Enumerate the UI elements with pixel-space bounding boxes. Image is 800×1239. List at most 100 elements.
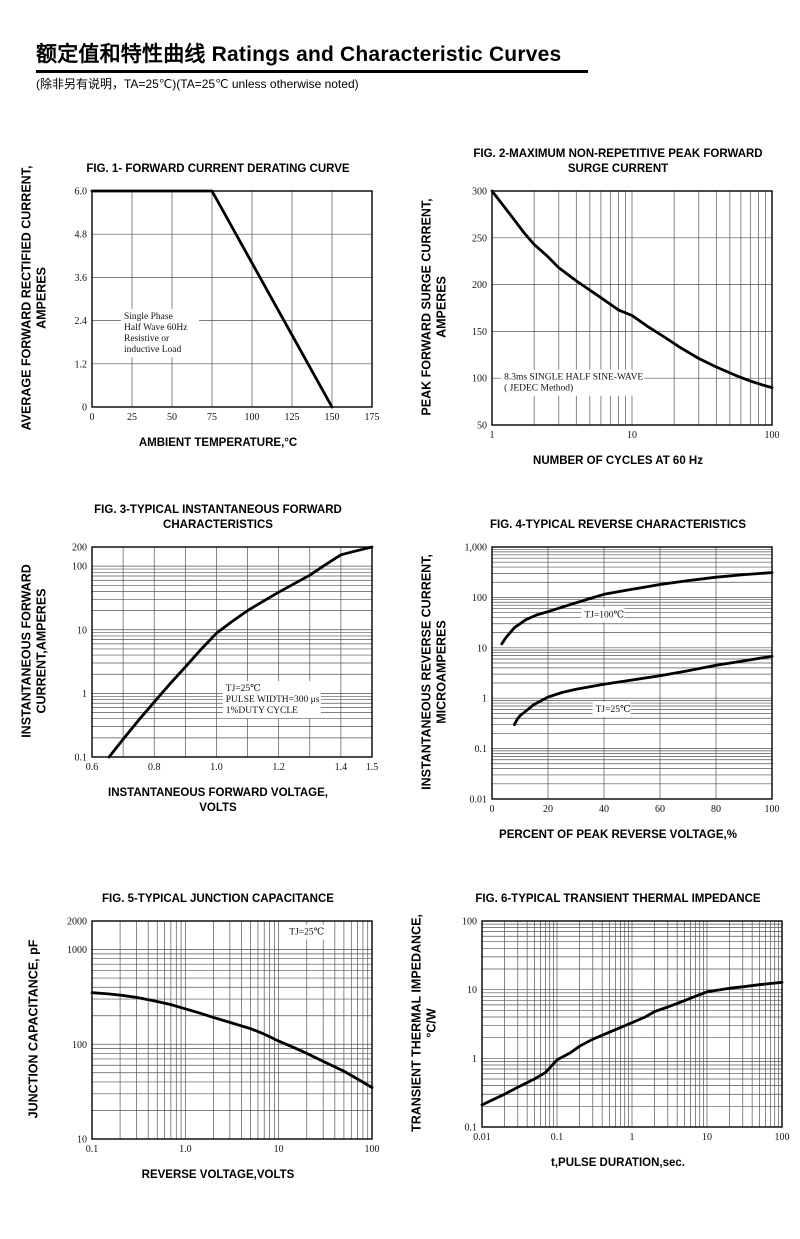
svg-text:125: 125: [285, 412, 300, 423]
svg-text:75: 75: [207, 412, 217, 423]
svg-text:0.01: 0.01: [470, 794, 488, 805]
plot-canvas: 0 20 40 60 80 100 0.01 0.1 1 10 100 1,000 TJ=100℃ TJ=…: [465, 542, 780, 815]
svg-text:100: 100: [72, 561, 87, 572]
svg-text:50: 50: [167, 412, 177, 423]
figure-1: FIG. 1- FORWARD CURRENT DERATING CURVE A…: [0, 144, 400, 484]
figure-title: FIG. 4-TYPICAL REVERSE CHARACTERISTICS: [489, 519, 746, 532]
page-header: 额定值和特性曲线 Ratings and Characteristic Curv…: [0, 0, 800, 92]
svg-text:250: 250: [472, 233, 487, 244]
forward-characteristic-curve: [107, 545, 374, 758]
svg-text:175: 175: [365, 412, 380, 423]
svg-text:10: 10: [274, 1144, 284, 1155]
svg-text:1.4: 1.4: [335, 762, 348, 773]
svg-text:150: 150: [472, 326, 487, 337]
plot-canvas: 1 10 100 50 100 150 200 250 300 8.3ms SINGLE HALF…: [472, 186, 780, 441]
svg-text:2000: 2000: [67, 916, 87, 927]
thermal-impedance-curve: [480, 980, 784, 1106]
svg-text:10: 10: [702, 1132, 712, 1143]
svg-text:100: 100: [472, 592, 487, 603]
y-axis-label: TRANSIENT THERMAL IMPEDANCE, °C/W: [409, 913, 438, 1132]
svg-text:TJ=100℃: TJ=100℃: [584, 610, 624, 620]
svg-text:( JEDEC Method): ( JEDEC Method): [504, 382, 573, 393]
figure-row-2: FIG. 3-TYPICAL INSTANTANEOUS FORWARD CHAR…: [0, 500, 800, 858]
figure-title: FIG. 1- FORWARD CURRENT DERATING CURVE: [86, 163, 350, 176]
svg-text:100: 100: [365, 1144, 380, 1155]
svg-text:Resistive or: Resistive or: [124, 334, 170, 344]
svg-text:100: 100: [462, 916, 477, 927]
svg-text:100: 100: [765, 430, 780, 441]
figure-title: FIG. 5-TYPICAL JUNCTION CAPACITANCE: [102, 893, 334, 906]
plot-canvas: 0.6 0.8 1.0 1.2 1.4 1.5 0.1 1 10 100 200 TJ=25℃PULS…: [72, 542, 379, 773]
svg-text:1,000: 1,000: [465, 542, 488, 553]
svg-text:TJ=25℃: TJ=25℃: [596, 704, 631, 714]
svg-text:25: 25: [127, 412, 137, 423]
figure-2: FIG. 2-MAXIMUM NON-REPETITIVE PEAK FORWA…: [400, 144, 800, 484]
svg-text:0.1: 0.1: [551, 1132, 564, 1143]
svg-text:1: 1: [82, 688, 87, 699]
svg-text:0: 0: [90, 412, 95, 423]
svg-text:TJ=25℃: TJ=25℃: [226, 684, 261, 694]
svg-text:300: 300: [472, 186, 487, 197]
figure-5: FIG. 5-TYPICAL JUNCTION CAPACITANCE JUNC…: [0, 874, 400, 1198]
svg-text:0.1: 0.1: [86, 1144, 99, 1155]
svg-text:20: 20: [543, 804, 553, 815]
svg-text:1: 1: [472, 1053, 477, 1064]
svg-text:10: 10: [477, 643, 487, 654]
svg-text:1000: 1000: [67, 945, 87, 956]
figures-grid: FIG. 1- FORWARD CURRENT DERATING CURVE A…: [0, 144, 800, 1198]
svg-text:0.1: 0.1: [75, 752, 88, 763]
svg-text:150: 150: [325, 412, 340, 423]
page-subtitle: (除非另有说明，TA=25℃)(TA=25℃ unless otherwise …: [36, 77, 359, 92]
surge-current-curve: [490, 189, 774, 389]
y-axis-label: AVERAGE FORWARD RECTIFIED CURRENT, AMPERE…: [19, 165, 48, 430]
svg-text:1%DUTY CYCLE: 1%DUTY CYCLE: [226, 706, 298, 716]
x-axis-label: t,PULSE DURATION,sec.: [551, 1156, 685, 1169]
svg-text:1.2: 1.2: [75, 359, 88, 370]
svg-text:0.6: 0.6: [86, 762, 99, 773]
x-axis-label: INSTANTANEOUS FORWARD VOLTAGE, VOLTS: [108, 786, 328, 815]
svg-text:0: 0: [82, 402, 87, 413]
svg-text:PULSE WIDTH=300 μs: PULSE WIDTH=300 μs: [226, 695, 320, 705]
svg-text:1: 1: [482, 693, 487, 704]
svg-text:1.2: 1.2: [272, 762, 285, 773]
svg-text:60: 60: [655, 804, 665, 815]
svg-text:100: 100: [245, 412, 260, 423]
svg-text:Half Wave 60Hz: Half Wave 60Hz: [124, 322, 187, 333]
x-axis-label: PERCENT OF PEAK REVERSE VOLTAGE,%: [499, 828, 737, 841]
figure-title: FIG. 3-TYPICAL INSTANTANEOUS FORWARD CHAR…: [94, 503, 342, 532]
svg-text:40: 40: [599, 804, 609, 815]
y-axis-label: PEAK FORWARD SURGE CURRENT, AMPERES: [419, 198, 448, 416]
svg-text:10: 10: [77, 1134, 87, 1145]
figure-title: FIG. 6-TYPICAL TRANSIENT THERMAL IMPEDAN…: [475, 893, 761, 906]
x-axis-label: REVERSE VOLTAGE,VOLTS: [141, 1168, 295, 1181]
svg-text:200: 200: [72, 542, 87, 553]
svg-text:Single Phase: Single Phase: [124, 312, 173, 322]
page-title: 额定值和特性曲线 Ratings and Characteristic Curv…: [36, 42, 588, 74]
svg-text:1: 1: [490, 430, 495, 441]
svg-text:1.5: 1.5: [366, 762, 379, 773]
svg-text:100: 100: [72, 1039, 87, 1050]
svg-text:200: 200: [472, 280, 487, 291]
figure-6: FIG. 6-TYPICAL TRANSIENT THERMAL IMPEDAN…: [400, 874, 800, 1198]
svg-text:80: 80: [711, 804, 721, 815]
svg-text:6.0: 6.0: [75, 186, 88, 197]
svg-text:0.1: 0.1: [475, 744, 488, 755]
figure-3: FIG. 3-TYPICAL INSTANTANEOUS FORWARD CHAR…: [0, 500, 400, 858]
svg-text:4.8: 4.8: [75, 229, 88, 240]
plot-canvas: 0 25 50 75 100 125 150 175 0 1.2 2.4 3.6 4.8 6.0 Singl…: [75, 186, 380, 423]
y-axis-label: INSTANTANEOUS REVERSE CURRENT, MICROAMPER…: [419, 553, 448, 790]
svg-text:10: 10: [627, 430, 637, 441]
y-axis-label: INSTANTANEOUS FORWARD CURRENT,AMPERES: [19, 563, 48, 738]
svg-text:1.0: 1.0: [210, 762, 223, 773]
svg-text:0: 0: [490, 804, 495, 815]
svg-text:0.1: 0.1: [465, 1122, 478, 1133]
figure-row-3: FIG. 5-TYPICAL JUNCTION CAPACITANCE JUNC…: [0, 874, 800, 1198]
svg-text:1.0: 1.0: [179, 1144, 192, 1155]
figure-row-1: FIG. 1- FORWARD CURRENT DERATING CURVE A…: [0, 144, 800, 484]
x-axis-label: AMBIENT TEMPERATURE,°C: [138, 436, 298, 449]
svg-text:50: 50: [477, 420, 487, 431]
figure-4: FIG. 4-TYPICAL REVERSE CHARACTERISTICS I…: [400, 500, 800, 858]
figure-title: FIG. 2-MAXIMUM NON-REPETITIVE PEAK FORWA…: [473, 147, 763, 176]
